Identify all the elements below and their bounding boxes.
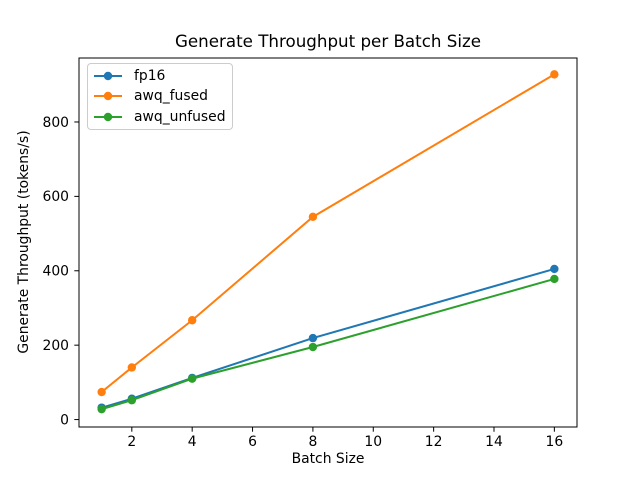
legend-swatch-line-marker-icon [94, 112, 122, 122]
legend-label: awq_unfused [134, 108, 226, 125]
y-axis-label: Generate Throughput (tokens/s) [16, 130, 32, 354]
data-point-awq_fused-x4 [187, 316, 197, 325]
data-point-awq_fused-x8 [308, 212, 318, 222]
data-point-awq_unfused-x8 [308, 342, 318, 352]
plot-area [78, 57, 578, 428]
x-tick-label: 10 [364, 434, 382, 450]
data-point-awq_unfused-x2 [127, 396, 137, 405]
data-point-awq_unfused-x16 [550, 274, 559, 284]
data-point-fp16-x16 [550, 264, 559, 274]
x-tick-label: 12 [425, 434, 443, 450]
y-tick-label: 400 [42, 264, 69, 280]
legend-swatch-line-marker-icon [94, 92, 122, 101]
series-line-awq_unfused [100, 277, 556, 411]
x-axis-label: Batch Size [291, 451, 365, 467]
axes-layer: 2 4 6 8 10 12 14 16 0 200 400 600 800 [42, 57, 578, 450]
y-tick-label: 800 [42, 115, 69, 131]
chart-title: Generate Throughput per Batch Size [174, 31, 482, 51]
x-tick-label: 8 [308, 434, 317, 450]
y-tick-label: 0 [60, 412, 69, 428]
legend-item-awq-fused: awq_fused [88, 86, 232, 106]
legend-item-awq-unfused: awq_unfused [88, 107, 232, 127]
data-point-awq_unfused-x4 [187, 374, 197, 383]
x-tick-label: 14 [485, 434, 503, 450]
legend-label: awq_fused [134, 88, 208, 105]
y-tick-label: 200 [42, 338, 69, 354]
data-point-awq_unfused-x1 [97, 404, 106, 414]
x-tick-label: 6 [248, 434, 257, 450]
legend-swatch-line-marker-icon [94, 71, 122, 81]
legend-label: fp16 [134, 68, 166, 85]
legend-item-fp16: fp16 [88, 66, 232, 86]
x-tick-label: 2 [127, 434, 136, 450]
x-tick-label: 4 [188, 434, 197, 450]
data-point-awq_fused-x1 [97, 387, 106, 397]
data-point-awq_fused-x16 [550, 70, 559, 79]
legend: fp16 awq_fused awq_unfused [87, 63, 233, 130]
series-layer [97, 70, 559, 414]
data-point-fp16-x8 [308, 333, 318, 343]
data-point-awq_fused-x2 [127, 363, 137, 372]
y-tick-label: 600 [42, 189, 69, 205]
x-tick-label: 16 [546, 434, 564, 450]
